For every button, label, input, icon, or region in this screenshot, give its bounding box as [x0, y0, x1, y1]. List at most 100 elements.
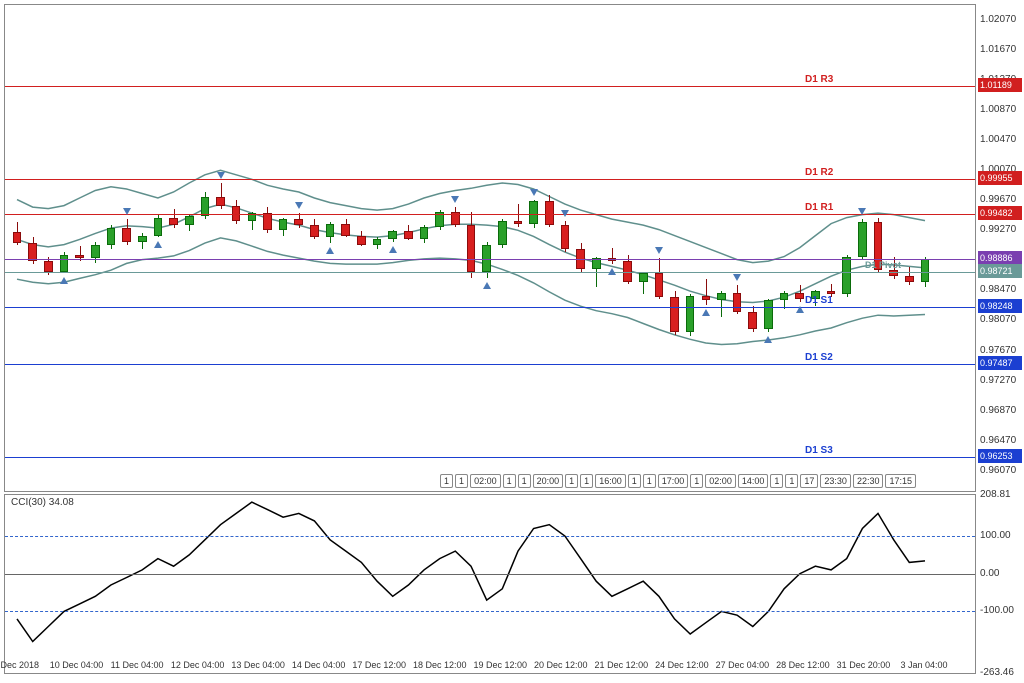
candle-body[interactable]	[420, 227, 429, 239]
cci-ytick: -100.00	[980, 605, 1014, 616]
cci-panel[interactable]: CCI(30) 34.08	[4, 494, 976, 674]
cci-zero-line	[5, 574, 975, 575]
price-ytick: 0.99270	[980, 224, 1016, 235]
fractal-up-icon	[326, 247, 334, 254]
candle-body[interactable]	[216, 197, 225, 206]
price-flag: 0.99482	[978, 206, 1022, 220]
cci-ytick: -263.46	[980, 667, 1014, 678]
candle-body[interactable]	[232, 206, 241, 221]
candle-body[interactable]	[310, 225, 319, 237]
candle-body[interactable]	[482, 245, 491, 272]
candle-body[interactable]	[263, 213, 272, 230]
fractal-up-icon	[483, 282, 491, 289]
candle-body[interactable]	[514, 221, 523, 224]
price-ytick: 0.97270	[980, 375, 1016, 386]
candle-body[interactable]	[545, 201, 554, 225]
fractal-up-icon	[389, 246, 397, 253]
price-ytick: 0.96470	[980, 435, 1016, 446]
x-tick-label: 27 Dec 04:00	[716, 660, 770, 670]
x-tick-label: 13 Dec 04:00	[231, 660, 285, 670]
fractal-down-icon	[655, 247, 663, 254]
time-chip: 02:00	[705, 474, 736, 488]
x-tick-label: 17 Dec 12:00	[352, 660, 406, 670]
candle-body[interactable]	[717, 293, 726, 301]
fractal-up-icon	[154, 241, 162, 248]
fractal-down-icon	[858, 208, 866, 215]
fractal-down-icon	[295, 202, 303, 209]
pivot-line-d1-r1	[5, 214, 975, 215]
time-chip: 16:00	[595, 474, 626, 488]
pivot-label: D1 R3	[805, 74, 833, 85]
x-tick-label: 20 Dec 12:00	[534, 660, 588, 670]
candle-body[interactable]	[858, 222, 867, 257]
candle-wick	[612, 248, 613, 265]
time-x-axis: 6 Dec 201810 Dec 04:0011 Dec 04:0012 Dec…	[4, 674, 976, 683]
candle-body[interactable]	[795, 293, 804, 299]
price-panel[interactable]: D1 R3D1 R2D1 R1D1 PivotD1 S1D1 S2D1 S3	[4, 4, 976, 492]
candle-body[interactable]	[827, 291, 836, 294]
candle-body[interactable]	[733, 293, 742, 313]
candle-body[interactable]	[670, 297, 679, 332]
candle-body[interactable]	[639, 273, 648, 282]
fractal-up-icon	[796, 306, 804, 313]
candle-body[interactable]	[341, 224, 350, 236]
candle-body[interactable]	[60, 255, 69, 272]
candle-body[interactable]	[75, 255, 84, 258]
time-chip: 1	[785, 474, 798, 488]
x-tick-label: 11 Dec 04:00	[111, 660, 164, 670]
fractal-up-icon	[60, 277, 68, 284]
fractal-down-icon	[733, 274, 741, 281]
candle-body[interactable]	[764, 300, 773, 329]
candle-body[interactable]	[529, 201, 538, 224]
pivot-label: D1 S3	[805, 445, 833, 456]
pivot-label: D1 Pivot	[865, 260, 901, 270]
candle-body[interactable]	[201, 197, 210, 217]
candle-body[interactable]	[107, 228, 116, 245]
price-ytick: 0.97670	[980, 345, 1016, 356]
candle-body[interactable]	[154, 218, 163, 236]
candle-body[interactable]	[279, 219, 288, 230]
time-chip: 1	[518, 474, 531, 488]
candle-body[interactable]	[655, 273, 664, 297]
candle-body[interactable]	[13, 232, 22, 243]
cci-path	[17, 502, 925, 641]
candle-body[interactable]	[169, 218, 178, 226]
candle-body[interactable]	[702, 296, 711, 301]
x-tick-label: 18 Dec 12:00	[413, 660, 467, 670]
pivot-line-d1-s3	[5, 457, 975, 458]
candle-body[interactable]	[357, 236, 366, 245]
candle-body[interactable]	[91, 245, 100, 259]
candle-body[interactable]	[905, 276, 914, 282]
candle-body[interactable]	[748, 312, 757, 329]
candle-body[interactable]	[780, 293, 789, 301]
candle-body[interactable]	[686, 296, 695, 332]
candle-body[interactable]	[561, 225, 570, 249]
candle-body[interactable]	[138, 236, 147, 242]
candle-body[interactable]	[404, 231, 413, 239]
candle-body[interactable]	[842, 257, 851, 295]
price-ytick: 0.96070	[980, 465, 1016, 476]
candle-body[interactable]	[388, 231, 397, 239]
candle-body[interactable]	[326, 224, 335, 238]
cci-ytick: 100.00	[980, 530, 1011, 541]
candle-body[interactable]	[373, 239, 382, 245]
pivot-line-d1-r3	[5, 86, 975, 87]
time-chip: 1	[503, 474, 516, 488]
pivot-line-d1-s1	[5, 307, 975, 308]
x-tick-label: 19 Dec 12:00	[473, 660, 527, 670]
x-tick-label: 6 Dec 2018	[0, 660, 39, 670]
current-price-line	[5, 259, 975, 260]
candle-body[interactable]	[185, 216, 194, 225]
candle-body[interactable]	[498, 221, 507, 245]
x-tick-label: 21 Dec 12:00	[595, 660, 649, 670]
time-chip: 1	[643, 474, 656, 488]
price-ytick: 1.01670	[980, 44, 1016, 55]
pivot-line-d1-pivot	[5, 272, 975, 273]
candle-body[interactable]	[467, 225, 476, 272]
candle-body[interactable]	[122, 228, 131, 242]
price-flag: 0.97487	[978, 356, 1022, 370]
price-y-axis: 1.020701.016701.012701.008701.004701.000…	[978, 4, 1022, 492]
fractal-up-icon	[608, 268, 616, 275]
candle-body[interactable]	[44, 261, 53, 272]
candle-body[interactable]	[294, 219, 303, 225]
